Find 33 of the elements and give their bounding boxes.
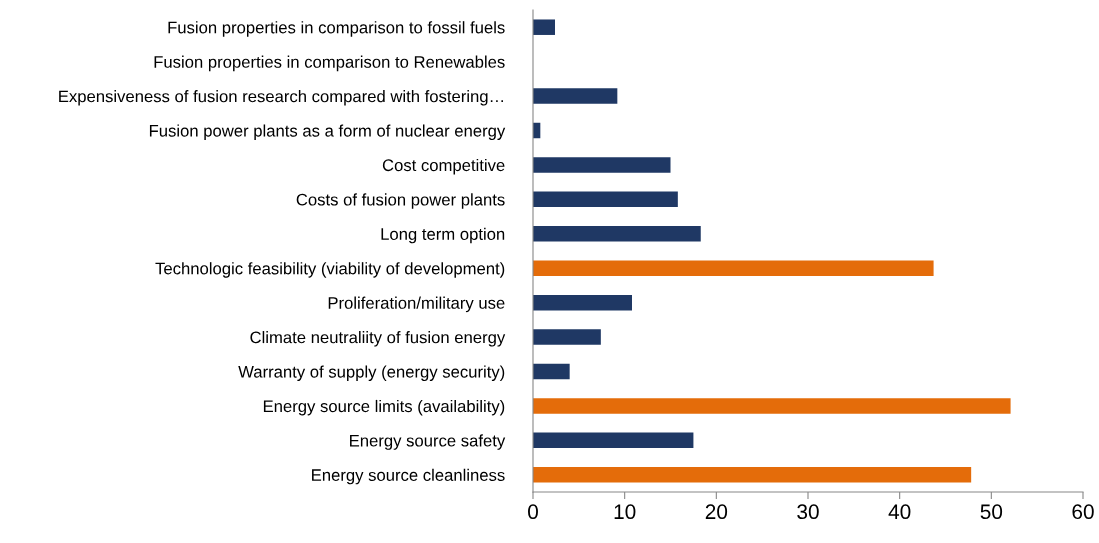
y-tick-label: Energy source limits (availability) xyxy=(263,399,505,416)
y-tick-label: Expensiveness of fusion research compared with fostering… xyxy=(59,90,503,106)
x-tick-label: 30 xyxy=(797,504,819,520)
bar xyxy=(533,467,972,483)
y-tick-label: Costs of fusion power plants xyxy=(296,193,505,209)
y-tick-label: Technologic feasibility (viability of development) xyxy=(155,262,505,278)
x-tick-label: 40 xyxy=(888,504,911,520)
bar xyxy=(533,363,570,380)
x-tick-label: 60 xyxy=(1072,504,1094,520)
y-tick-label: Fusion power plants as a form of nuclear energy xyxy=(149,124,506,140)
y-tick-label: Proliferation/military use xyxy=(328,296,505,313)
y-tick-label: Long term option xyxy=(381,227,505,244)
y-tick-label: Warranty of supply (energy security) xyxy=(238,365,505,381)
x-tick-label: 10 xyxy=(614,504,636,520)
bar xyxy=(533,329,601,345)
y-tick-label: Fusion properties in comparison to Renewables xyxy=(154,55,505,72)
y-tick-label: Cost competitive xyxy=(382,158,505,175)
y-tick-label: Energy source safety xyxy=(350,434,506,450)
bar xyxy=(533,432,694,449)
bar xyxy=(533,19,555,35)
x-tick-label: 50 xyxy=(980,504,1003,520)
x-tick-label: 20 xyxy=(705,504,728,520)
y-tick-label: Climate neutraliity of fusion energy xyxy=(250,331,506,347)
bar xyxy=(533,260,934,276)
y-tick-label: Energy source cleanliness xyxy=(312,468,505,485)
bar xyxy=(533,157,671,173)
y-tick-label: Fusion properties in comparison to fossil fuels xyxy=(168,21,505,37)
bar xyxy=(533,294,632,311)
bar xyxy=(533,191,678,208)
bar xyxy=(533,398,1011,414)
bar xyxy=(533,88,618,104)
bar xyxy=(533,226,701,242)
x-tick-label: 0 xyxy=(528,504,538,520)
